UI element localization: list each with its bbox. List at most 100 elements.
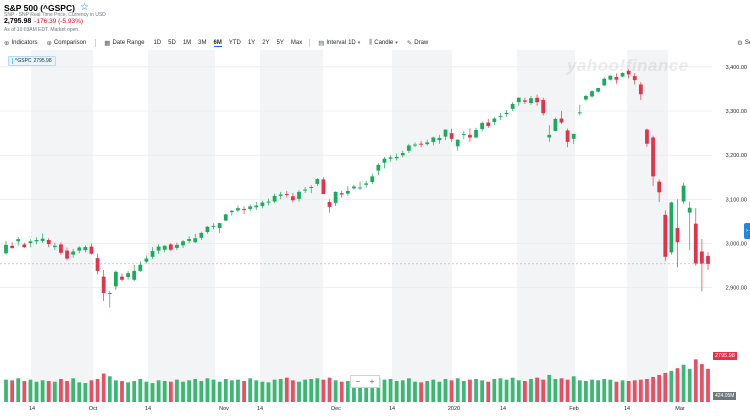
candle-up xyxy=(510,103,515,109)
volume-bar xyxy=(327,377,332,402)
candle-up xyxy=(571,133,576,139)
volume-bar xyxy=(205,378,210,402)
range-2y[interactable]: 2Y xyxy=(262,40,270,46)
volume-bar xyxy=(559,378,564,402)
volume-bar xyxy=(150,383,155,402)
volume-bar xyxy=(181,381,185,402)
candle-up xyxy=(144,258,149,262)
volume-bar xyxy=(107,376,112,402)
star-icon[interactable]: ☆ xyxy=(79,2,89,13)
volume-bar xyxy=(669,370,674,402)
x-tick-label: 2020 xyxy=(448,406,460,412)
volume-bar xyxy=(571,376,576,402)
volume-bar xyxy=(199,381,204,402)
volume-bar xyxy=(706,368,710,402)
volume-bar xyxy=(126,382,130,402)
toolbar-divider xyxy=(309,39,311,47)
candle-up xyxy=(480,122,485,130)
candle-down xyxy=(541,99,546,114)
candle-down xyxy=(339,193,344,195)
range-ytd[interactable]: YTD xyxy=(228,40,241,46)
candle-up xyxy=(345,190,350,194)
price-chart[interactable]: 2,900.00 3,000.00 3,100.00 3,200.00 3,300.00… xyxy=(0,50,750,416)
x-tick-label: 14 xyxy=(389,406,395,412)
candle-up xyxy=(516,97,521,103)
range-1y[interactable]: 1Y xyxy=(247,40,256,46)
candle-down xyxy=(657,181,662,193)
candle-down xyxy=(693,223,698,264)
quote-header: S&P 500 (^GSPC) ☆ SNP - SNP Real Time Pr… xyxy=(0,0,750,36)
chart-type-dropdown[interactable]: ⫼ Candle ▾ xyxy=(369,39,398,47)
candle-up xyxy=(364,183,369,185)
indicators-label: Indicators xyxy=(11,40,38,46)
candle-down xyxy=(449,133,454,139)
candle-up xyxy=(272,195,277,202)
volume-bar xyxy=(345,381,350,402)
range-max[interactable]: Max xyxy=(290,40,303,46)
plus-circle-icon: ⊕ xyxy=(46,40,52,47)
comparison-button[interactable]: ⊕ Comparison xyxy=(46,39,86,47)
volume-bar xyxy=(83,383,88,402)
volume-bar xyxy=(443,378,448,402)
range-1d[interactable]: 1D xyxy=(153,40,162,46)
month-shade-band xyxy=(627,50,668,402)
candle-up xyxy=(34,239,39,242)
candle-down xyxy=(468,134,472,138)
candle-up xyxy=(669,202,674,253)
range-5d[interactable]: 5D xyxy=(168,40,176,46)
volume-bar xyxy=(431,379,436,402)
volume-bar xyxy=(504,379,509,402)
candle-up xyxy=(309,186,314,188)
month-shade-band xyxy=(392,50,452,402)
range-6m[interactable]: 6M xyxy=(213,39,222,47)
y-tick-label: 3,200.00 xyxy=(726,153,747,159)
volume-bar xyxy=(229,380,234,402)
interval-dropdown[interactable]: ▤ Interval 1D ▾ xyxy=(318,39,360,47)
candle-down xyxy=(645,129,649,144)
chevron-down-icon: ▾ xyxy=(395,40,398,46)
date-range-button[interactable]: ▦ Date Range xyxy=(104,39,144,47)
last-volume-tag: 424.05M xyxy=(713,392,737,400)
volume-bar xyxy=(382,379,387,402)
plus-circle-icon: ⊕ xyxy=(4,40,10,47)
zoom-out-button[interactable]: − xyxy=(355,377,361,386)
month-shade-band xyxy=(517,50,575,402)
settings-button[interactable]: ⚙ Se xyxy=(737,36,750,50)
candle-down xyxy=(120,276,124,280)
volume-bar xyxy=(22,381,27,402)
pencil-icon: ✎ xyxy=(406,40,413,47)
candle-down xyxy=(700,251,704,264)
zoom-in-button[interactable]: + xyxy=(369,377,375,386)
candle-down xyxy=(242,209,246,211)
volume-bar xyxy=(468,379,472,402)
volume-bar xyxy=(321,379,326,402)
candle-up xyxy=(278,194,283,196)
volume-bar xyxy=(272,379,277,402)
candle-up xyxy=(83,247,88,251)
candle-up xyxy=(376,164,381,171)
candle-down xyxy=(632,76,637,81)
range-5y[interactable]: 5Y xyxy=(276,40,284,46)
volume-bar xyxy=(95,378,100,402)
candle-up xyxy=(620,73,625,77)
range-1m[interactable]: 1M xyxy=(182,40,192,46)
candle-down xyxy=(559,118,564,123)
volume-bar xyxy=(681,364,686,402)
volume-bar xyxy=(541,379,546,402)
candle-up xyxy=(681,185,686,202)
candle-up xyxy=(382,158,387,163)
range-3m[interactable]: 3M xyxy=(198,40,207,46)
volume-bar xyxy=(211,379,216,402)
toolbar-divider xyxy=(95,39,97,47)
chevron-right-icon[interactable]: › xyxy=(744,223,750,239)
x-tick-label: Dec xyxy=(331,406,341,412)
indicators-button[interactable]: ⊕ Indicators xyxy=(4,39,37,47)
volume-bar xyxy=(437,381,442,402)
volume-bar xyxy=(529,378,533,402)
volume-bar xyxy=(46,381,51,402)
volume-bar xyxy=(577,380,582,402)
quote-title: S&P 500 (^GSPC) xyxy=(4,3,75,13)
draw-button[interactable]: ✎ Draw xyxy=(407,39,428,47)
candle-up xyxy=(297,191,301,199)
volume-bar xyxy=(352,378,356,402)
